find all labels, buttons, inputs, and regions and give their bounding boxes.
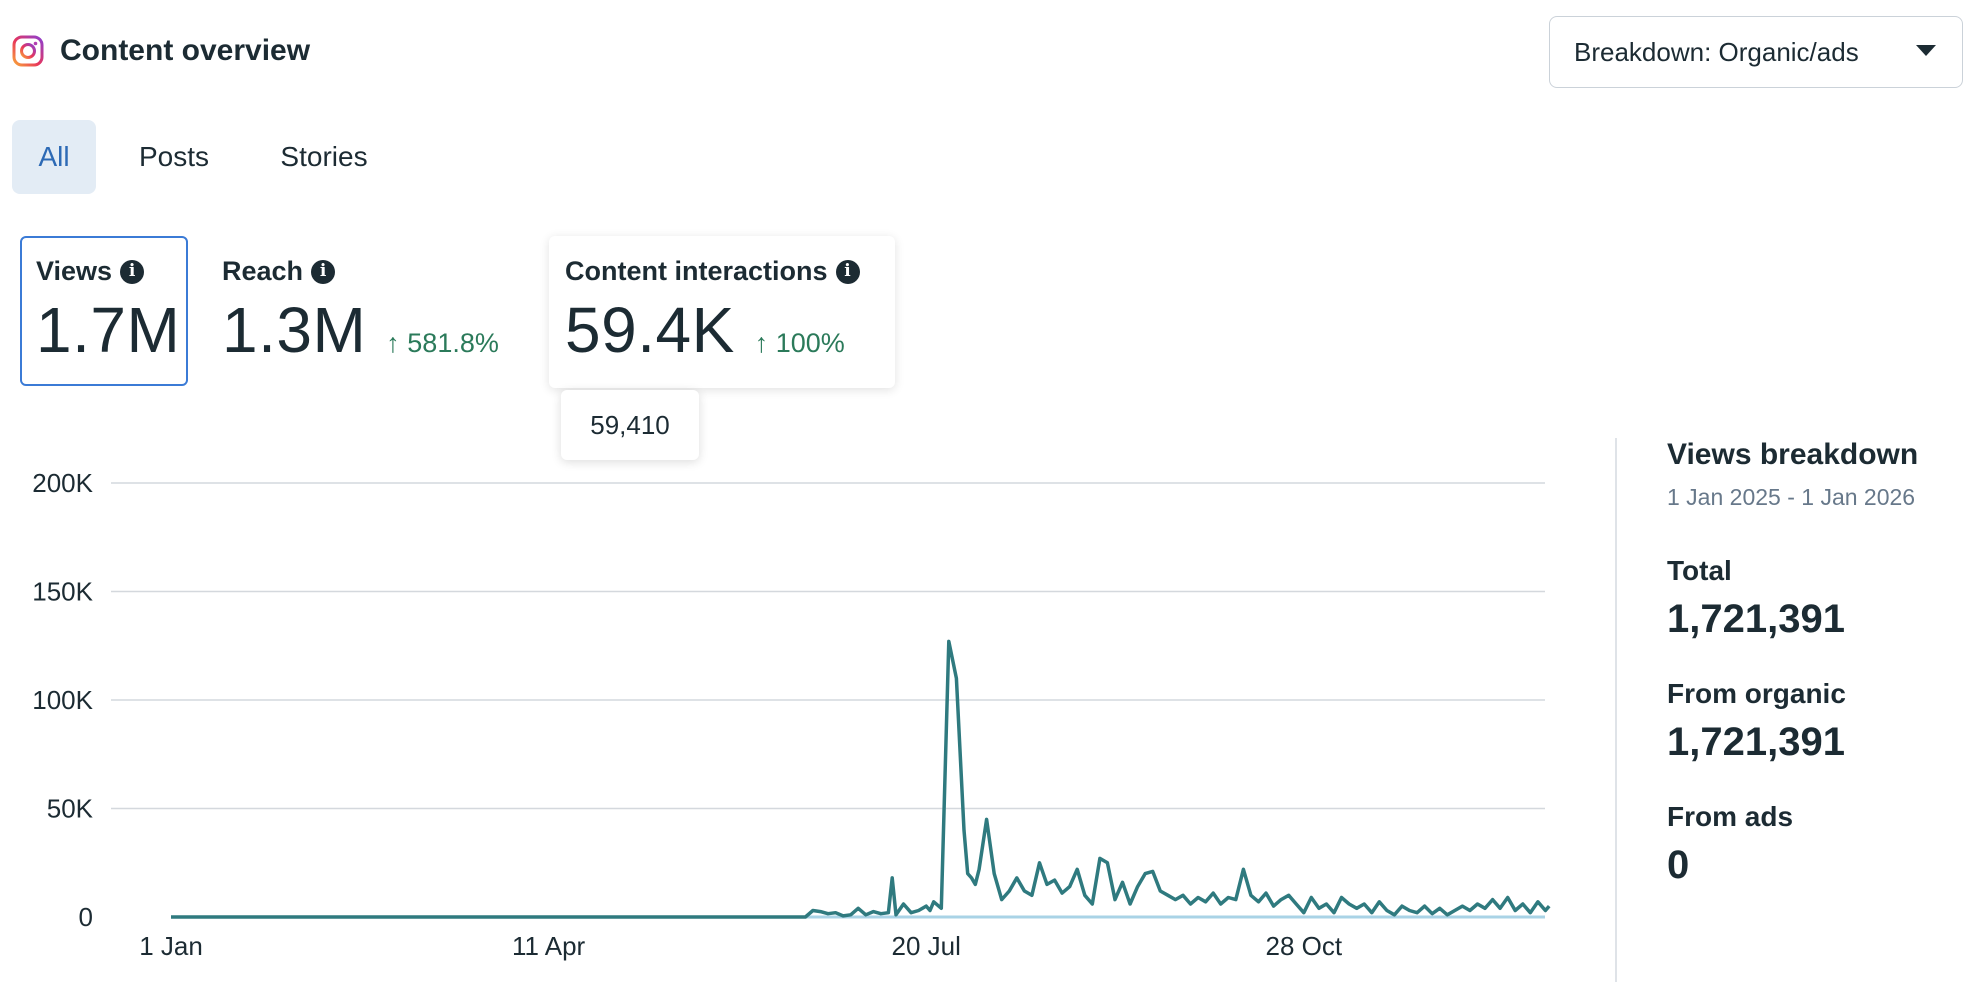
total-label: Total [1667, 555, 1732, 586]
ads-label: From ads [1667, 801, 1794, 832]
interactions-metric-card[interactable] [549, 236, 895, 388]
x-tick-label: 20 Jul [891, 931, 960, 961]
tab-all[interactable]: All [12, 120, 96, 194]
organic-value: 1,721,391 [1667, 720, 1845, 764]
breakdown-dropdown[interactable]: Breakdown: Organic/ads [1549, 16, 1963, 88]
breakdown-dropdown-label: Breakdown: Organic/ads [1574, 36, 1859, 67]
tab-posts[interactable]: Posts [138, 141, 210, 172]
breakdown-title: Views breakdown [1667, 438, 1919, 471]
divider [1615, 438, 1617, 982]
instagram-icon [12, 35, 44, 67]
interactions-change: ↑ 100% [754, 328, 845, 358]
y-tick-label: 200K [32, 468, 93, 498]
interactions-label: Content interactions [565, 256, 828, 286]
y-tick-label: 0 [79, 902, 93, 932]
views-metric-card[interactable] [20, 236, 188, 386]
x-tick-label: 1 Jan [139, 931, 203, 961]
page-title: Content overview [60, 34, 311, 67]
y-tick-label: 100K [32, 685, 93, 715]
views-label: Views [36, 256, 113, 286]
x-tick-label: 28 Oct [1265, 931, 1342, 961]
reach-value: 1.3M [222, 294, 367, 366]
interactions-value: 59.4K [565, 294, 735, 366]
tab-stories[interactable]: Stories [280, 141, 368, 172]
ads-value: 0 [1667, 843, 1690, 887]
reach-metric-card[interactable]: Reach i 1.3M ↑ 581.8% [222, 256, 499, 367]
views-line-chart: 0 50K 100K 150K 200K 1 Jan 11 Apr 20 Jul 28 Oct [32, 468, 1551, 961]
views-series-line [171, 639, 1551, 919]
interactions-tooltip: 59,410 [561, 390, 699, 460]
total-value: 1,721,391 [1667, 597, 1845, 641]
y-tick-label: 50K [47, 794, 94, 824]
y-tick-label: 150K [32, 577, 93, 607]
views-value: 1.7M [36, 294, 181, 366]
organic-label: From organic [1667, 678, 1846, 709]
info-icon[interactable]: i [311, 259, 336, 284]
interactions-metric-content: Content interactions i 59.4K ↑ 100% [565, 256, 860, 367]
reach-change: ↑ 581.8% [386, 328, 499, 358]
reach-label: Reach [222, 256, 304, 286]
caret-down-icon [1916, 45, 1936, 56]
info-icon[interactable]: i [120, 259, 145, 284]
views-metric-content: Views i 1.7M [36, 256, 180, 367]
x-tick-label: 11 Apr [512, 931, 586, 961]
breakdown-date-range: 1 Jan 2025 - 1 Jan 2026 [1667, 484, 1916, 510]
views-breakdown-panel: Views breakdown 1 Jan 2025 - 1 Jan 2026 … [1667, 438, 1967, 888]
info-icon[interactable]: i [835, 259, 860, 284]
